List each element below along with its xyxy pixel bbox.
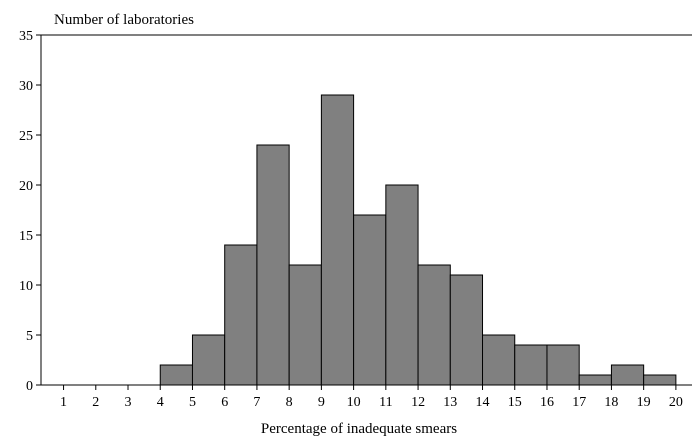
bar-17-18 xyxy=(578,374,612,386)
bar-15-16 xyxy=(514,344,548,386)
x-axis-title: Percentage of inadequate smears xyxy=(261,421,457,437)
x-tick-label: 14 xyxy=(476,395,490,410)
bar-14-15 xyxy=(482,334,516,386)
x-tick-label: 12 xyxy=(411,395,425,410)
y-tick-label: 30 xyxy=(19,79,33,94)
bar-10-11 xyxy=(353,214,387,386)
y-tick-label: 15 xyxy=(19,229,33,244)
x-tick-label: 8 xyxy=(286,395,293,410)
bar-16-17 xyxy=(546,344,580,386)
x-tick-label: 15 xyxy=(508,395,522,410)
bar-19-20 xyxy=(643,374,677,386)
bar-11-12 xyxy=(385,184,419,386)
bar-4-5 xyxy=(159,364,193,386)
bar-7-8 xyxy=(256,144,290,386)
bar-9-10 xyxy=(320,94,355,386)
x-tick-label: 20 xyxy=(669,395,683,410)
x-tick-label: 18 xyxy=(604,395,618,410)
x-tick-label: 10 xyxy=(347,395,361,410)
x-tick-label: 3 xyxy=(125,395,132,410)
y-ticks-group: 0 5 10 15 20 25 30 35 xyxy=(19,29,41,394)
bar-6-7 xyxy=(224,244,258,386)
x-tick-label: 13 xyxy=(443,395,457,410)
y-tick-label: 0 xyxy=(26,379,33,394)
x-tick-label: 7 xyxy=(253,395,260,410)
bar-13-14 xyxy=(449,274,484,386)
y-axis-title: Number of laboratories xyxy=(54,12,194,28)
bars-group xyxy=(159,94,677,386)
y-tick-label: 5 xyxy=(26,329,33,344)
x-tick-label: 6 xyxy=(221,395,228,410)
y-tick-label: 25 xyxy=(19,129,33,144)
x-tick-label: 5 xyxy=(189,395,196,410)
bar-5-6 xyxy=(191,334,226,386)
bar-12-13 xyxy=(417,264,451,386)
x-tick-label: 17 xyxy=(572,395,586,410)
x-tick-label: 2 xyxy=(92,395,99,410)
y-tick-label: 10 xyxy=(19,279,33,294)
x-tick-label: 1 xyxy=(60,395,67,410)
x-ticks-group: 1 2 3 4 5 6 7 8 9 10 11 12 13 14 15 16 17 18 19 20 xyxy=(60,385,683,410)
x-tick-label: 4 xyxy=(157,395,164,410)
x-tick-label: 19 xyxy=(637,395,651,410)
y-tick-label: 35 xyxy=(19,29,33,44)
x-tick-label: 16 xyxy=(540,395,554,410)
bar-18-19 xyxy=(610,364,645,386)
bar-8-9 xyxy=(288,264,322,386)
x-tick-label: 9 xyxy=(318,395,325,410)
x-tick-label: 11 xyxy=(379,395,392,410)
y-tick-label: 20 xyxy=(19,179,33,194)
